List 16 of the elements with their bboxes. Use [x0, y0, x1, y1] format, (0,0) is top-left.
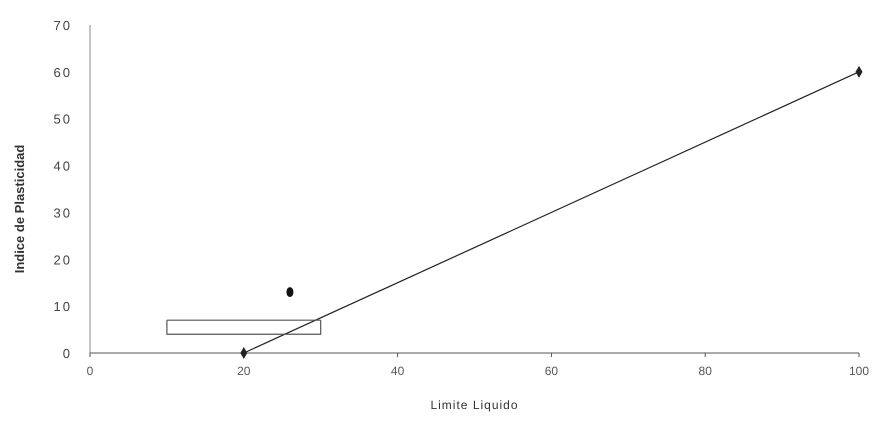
y-tick-label: 40: [54, 158, 72, 174]
y-tick-label: 50: [54, 112, 72, 127]
x-tick-label: 80: [698, 364, 712, 378]
x-tick-label: 40: [390, 364, 405, 378]
x-tick-label: 20: [237, 364, 251, 378]
x-tick-label: 0: [86, 364, 94, 378]
y-tick-label: 0: [62, 346, 72, 361]
y-tick-label: 10: [54, 299, 72, 314]
y-tick-label: 30: [54, 205, 72, 220]
x-tick-label: 60: [544, 364, 558, 378]
y-axis-title: Indice de Plasticidad: [12, 144, 27, 274]
y-tick-label: 70: [54, 18, 72, 33]
x-tick-label: 100: [848, 364, 870, 378]
x-axis-title: Limite Liquido: [430, 398, 519, 412]
y-tick-label: 20: [54, 252, 72, 268]
y-tick-label: 60: [54, 64, 72, 80]
